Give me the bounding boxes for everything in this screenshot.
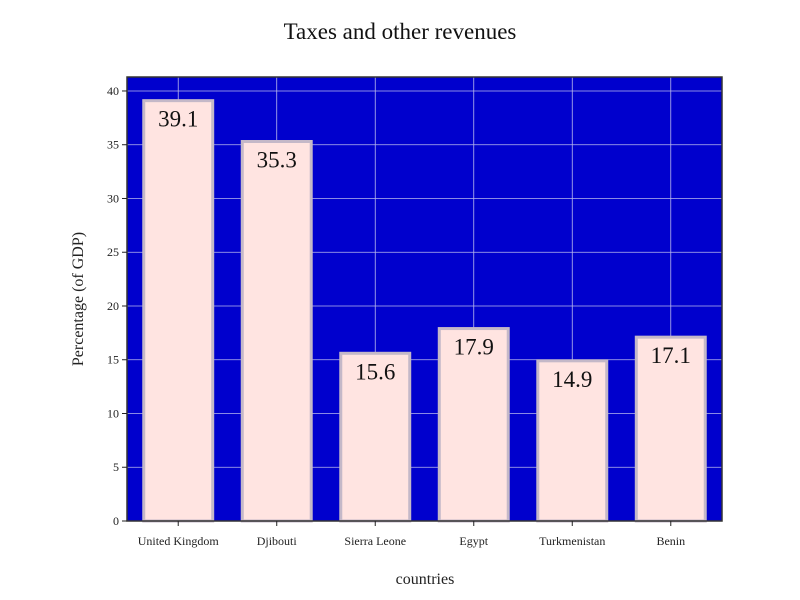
bar (240, 140, 313, 523)
x-axis-label: countries (396, 571, 455, 588)
y-axis-ticks: 0 5 10 15 20 25 30 35 40 (107, 84, 127, 528)
x-axis-ticks: United Kingdom Djibouti Sierra Leone Egypt T… (138, 521, 685, 548)
y-tick-label: 30 (107, 191, 119, 205)
plot-frame (126, 76, 723, 522)
bar (339, 351, 412, 523)
bar-value-label: 39.1 (158, 107, 198, 132)
y-tick-label: 10 (107, 406, 119, 420)
y-tick-label: 35 (107, 138, 119, 152)
value-labels: 39.1 35.3 15.6 17.9 14.9 17.1 (158, 107, 691, 392)
bar-value-label: 35.3 (257, 148, 297, 173)
y-tick-label: 25 (107, 245, 119, 259)
bar-value-label: 14.9 (552, 367, 592, 392)
y-axis-label: Percentage (of GDP) (70, 232, 87, 366)
chart-title: Taxes and other revenues (284, 19, 517, 44)
bar (142, 99, 215, 523)
x-tick-label: Turkmenistan (539, 534, 605, 548)
x-tick-label: Sierra Leone (344, 534, 406, 548)
y-tick-label: 40 (107, 84, 119, 98)
bar (437, 327, 510, 523)
bar-value-label: 15.6 (355, 359, 395, 384)
x-tick-label: Egypt (459, 534, 488, 548)
y-tick-label: 20 (107, 299, 119, 313)
y-tick-label: 0 (113, 514, 119, 528)
x-tick-label: Benin (656, 534, 685, 548)
bar-value-label: 17.1 (651, 343, 691, 368)
plot-area (127, 77, 722, 521)
y-tick-label: 5 (113, 460, 119, 474)
y-tick-label: 15 (107, 353, 119, 367)
bars (142, 99, 707, 523)
bar-value-label: 17.9 (454, 335, 494, 360)
x-tick-label: United Kingdom (138, 534, 220, 548)
x-tick-label: Djibouti (257, 534, 298, 548)
